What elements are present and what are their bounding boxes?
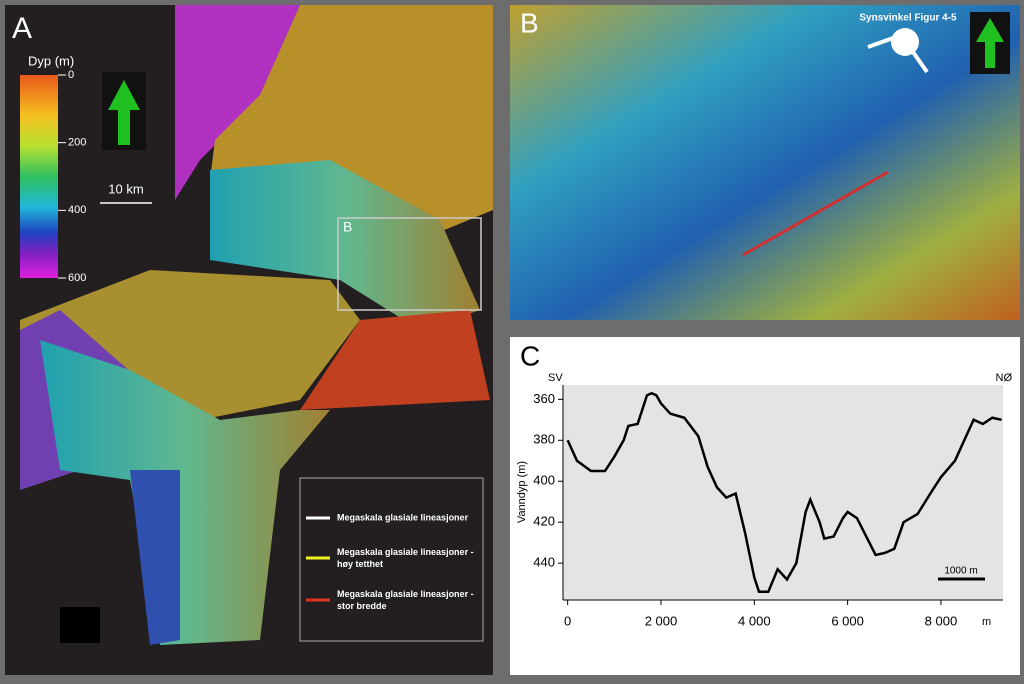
map-relief [175, 5, 310, 200]
scale-bar-label: 10 km [108, 181, 143, 196]
map-relief [210, 5, 493, 240]
colorbar-tick-label: 0 [68, 69, 74, 81]
y-tick-label: 420 [533, 514, 555, 529]
plot-area [563, 385, 1003, 600]
colorbar-tick-label: 400 [68, 204, 86, 216]
colorbar-tick-label: 200 [68, 137, 86, 149]
panel-label: A [12, 12, 32, 45]
profile-line [566, 391, 1002, 594]
x-tick-label: 8 000 [925, 613, 958, 628]
viewpoint [891, 28, 919, 56]
legend-item: Megaskala glasiale lineasjoner - høy tet… [337, 547, 474, 569]
legend-label: Megaskala glasiale lineasjoner - høy tet… [337, 547, 474, 569]
y-tick-label: 440 [533, 555, 555, 570]
profile-line [742, 170, 889, 257]
inset-label: B [343, 219, 352, 235]
map-relief [210, 160, 480, 330]
north-arrow [976, 18, 1004, 68]
panel-label: B [520, 7, 539, 38]
legend-label: Megaskala glasiale lineasjoner [337, 512, 469, 522]
legend-label: Megaskala glasiale lineasjoner - stor br… [337, 589, 474, 611]
panel-label: C [520, 340, 540, 371]
map-relief [130, 470, 180, 645]
y-tick-label: 400 [533, 473, 555, 488]
map-relief [40, 340, 330, 645]
annotation: Synsvinkel Figur 4-5 [859, 13, 957, 24]
colorbar-title: Dyp (m) [28, 53, 74, 68]
x-unit-label: m [982, 616, 991, 628]
map-mask [60, 607, 100, 643]
legend [299, 477, 484, 642]
y-axis-label: Vanndyp (m) [516, 461, 528, 523]
north-arrow [108, 80, 140, 145]
legend-item: Megaskala glasiale lineasjoner - stor br… [337, 589, 474, 611]
panel-b [510, 5, 1020, 320]
colorbar [20, 75, 58, 278]
colorbar-tick-label: 600 [68, 272, 86, 284]
map-relief [300, 310, 490, 410]
x-tick-label: 2 000 [645, 613, 678, 628]
x-tick-label: 4 000 [738, 613, 771, 628]
y-tick-label: 360 [533, 391, 555, 406]
x-tick-label: 0 [564, 613, 571, 628]
left-label: SV [548, 372, 563, 384]
right-label: NØ [996, 372, 1013, 384]
y-tick-label: 380 [533, 432, 555, 447]
viewpoint-ray [911, 50, 929, 74]
chart-scale-bar-label: 1000 m [944, 566, 977, 577]
viewpoint-ray [867, 36, 894, 49]
x-tick-label: 6 000 [831, 613, 864, 628]
inset-frame [337, 217, 482, 311]
